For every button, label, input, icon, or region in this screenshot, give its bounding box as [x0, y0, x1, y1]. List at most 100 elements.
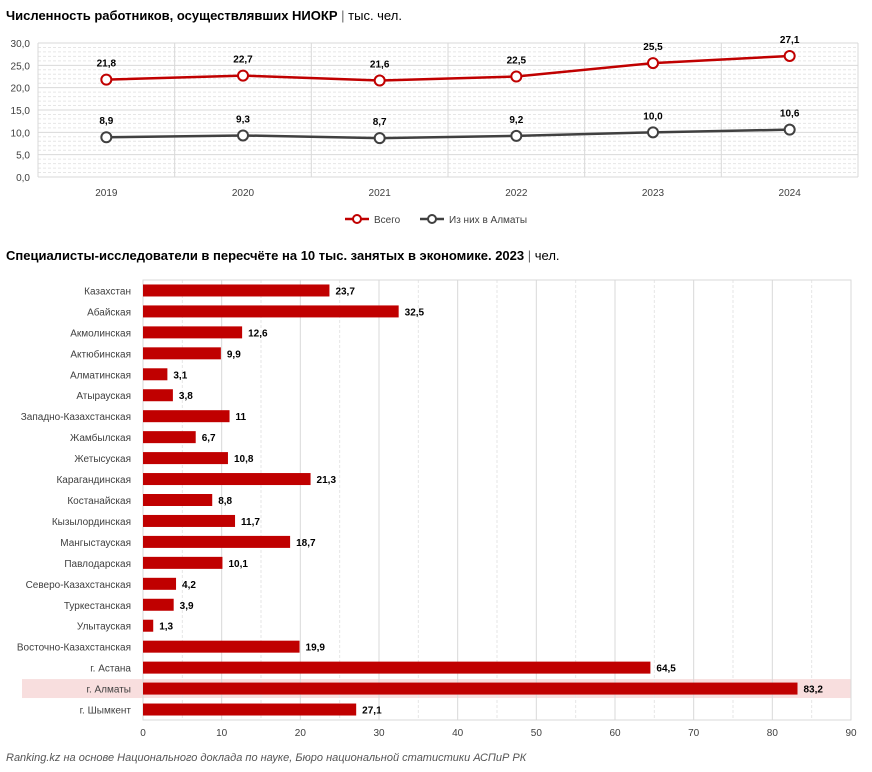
- data-label: 8,8: [218, 496, 232, 507]
- y-tick-label: 10,0: [11, 128, 31, 139]
- bar: [143, 473, 311, 486]
- bar: [143, 452, 228, 465]
- data-label: 22,5: [507, 56, 527, 67]
- data-label: 25,5: [643, 42, 663, 53]
- data-point: [237, 69, 249, 82]
- category-label: Восточно-Казахстанская: [17, 643, 131, 654]
- data-point: [373, 74, 386, 87]
- x-tick-label: 50: [531, 728, 543, 739]
- category-label: г. Алматы: [87, 685, 131, 696]
- x-tick-label: 2021: [369, 188, 392, 199]
- data-point: [510, 70, 523, 83]
- category-label: Туркестанская: [64, 601, 131, 612]
- category-label: Абайская: [87, 306, 131, 318]
- data-label: 6,7: [202, 433, 216, 444]
- data-point: [100, 131, 113, 144]
- data-point: [100, 73, 113, 86]
- line-chart: 0,0 5,0 10,0 15,0 20,0 25,0 30,0 2019 2020 2021 20…: [11, 35, 859, 226]
- x-tick-label: 30: [373, 728, 385, 739]
- data-label: 4,2: [182, 580, 196, 591]
- data-label: 3,1: [173, 370, 187, 381]
- x-tick-label: 0: [140, 728, 146, 739]
- bar: [143, 389, 173, 402]
- data-point: [647, 57, 659, 70]
- x-tick-label: 60: [609, 728, 621, 739]
- data-label: 64,5: [656, 664, 676, 675]
- x-tick-label: 2020: [232, 188, 255, 199]
- category-label: Кызылординская: [52, 517, 131, 528]
- bar: [143, 494, 213, 506]
- data-point: [783, 123, 796, 136]
- y-tick-label: 20,0: [11, 84, 31, 95]
- bar: [143, 368, 168, 381]
- data-label: 22,7: [233, 55, 253, 66]
- x-tick-label: 2024: [779, 188, 802, 199]
- data-point: [373, 132, 386, 145]
- bar: [143, 284, 330, 297]
- data-label: 83,2: [804, 685, 824, 696]
- category-label: Улытауская: [77, 622, 131, 633]
- category-label: г. Астана: [90, 664, 131, 675]
- bar: [143, 431, 196, 444]
- bar: [143, 514, 236, 527]
- category-label: Павлодарская: [64, 559, 131, 570]
- category-label: Костанайская: [67, 496, 131, 507]
- data-label: 9,2: [509, 115, 523, 126]
- data-label: 3,9: [180, 601, 194, 612]
- data-label: 10,1: [228, 559, 248, 570]
- data-label: 18,7: [296, 538, 316, 549]
- x-tick-label: 2022: [505, 188, 528, 199]
- bar: [143, 347, 221, 360]
- category-label: Жамбылская: [70, 432, 131, 444]
- bar: [143, 577, 177, 590]
- line-chart-title: Численность работников, осуществлявших Н…: [6, 8, 402, 23]
- bar: [143, 640, 300, 653]
- series-line-1: [106, 128, 790, 140]
- data-label: 1,3: [159, 622, 173, 633]
- data-point: [783, 49, 796, 62]
- y-tick-label: 15,0: [11, 106, 31, 117]
- x-tick-label: 2023: [642, 188, 665, 199]
- x-tick-label: 90: [845, 728, 857, 739]
- legend-marker: [352, 214, 362, 224]
- data-label: 11: [236, 412, 247, 423]
- legend-marker: [427, 214, 437, 224]
- category-label: Западно-Казахстанская: [21, 412, 131, 423]
- category-label: Атырауская: [76, 391, 131, 402]
- data-label: 12,6: [248, 328, 268, 339]
- data-label: 9,9: [227, 349, 241, 360]
- data-label: 9,3: [236, 114, 250, 125]
- x-tick-label: 70: [688, 728, 700, 739]
- category-label: Актюбинская: [70, 348, 131, 360]
- x-tick-label: 2019: [95, 188, 118, 199]
- bar: [143, 410, 230, 423]
- x-tick-label: 20: [295, 728, 307, 739]
- category-label: Алматинская: [70, 370, 131, 381]
- bar: [143, 661, 651, 674]
- data-label: 21,6: [370, 60, 390, 71]
- data-label: 21,3: [317, 475, 337, 486]
- data-point: [647, 126, 659, 139]
- bar: [143, 619, 154, 632]
- category-label: г. Шымкент: [80, 706, 132, 717]
- data-label: 19,9: [306, 643, 326, 654]
- bar-chart: 0 10 20 30 40 50 60 70 80 90 Казахстан 23,7 Абайская…: [17, 279, 857, 739]
- bar: [143, 556, 223, 569]
- data-label: 3,8: [179, 391, 193, 402]
- legend-label: Из них в Алматы: [449, 215, 527, 226]
- bar: [143, 305, 399, 318]
- data-label: 32,5: [405, 307, 425, 318]
- data-label: 10,0: [643, 111, 663, 122]
- category-label: Карагандинская: [56, 475, 131, 486]
- y-tick-label: 0,0: [16, 173, 30, 184]
- data-label: 11,7: [241, 517, 260, 528]
- series-line-0: [106, 54, 790, 82]
- bar: [143, 535, 291, 548]
- y-tick-label: 30,0: [11, 39, 31, 50]
- data-label: 27,1: [780, 35, 800, 46]
- x-tick-label: 80: [767, 728, 779, 739]
- category-label: Жетысуская: [74, 454, 131, 465]
- x-tick-label: 40: [452, 728, 464, 739]
- bar-chart-title: Специалисты-исследователи в пересчёте на…: [6, 248, 560, 263]
- source-note: Ranking.kz на основе Национального докла…: [6, 752, 527, 764]
